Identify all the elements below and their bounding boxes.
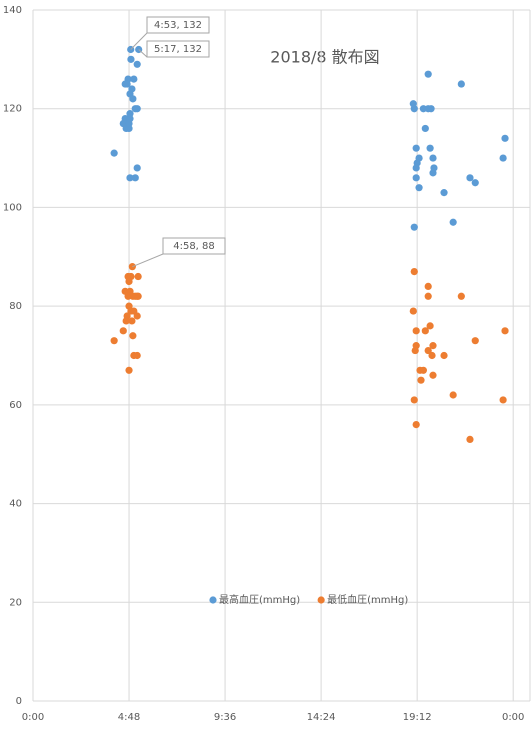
point (133, 351, 141, 360)
point (501, 134, 509, 142)
point (133, 312, 141, 320)
x-tick-label: 4:48 (118, 712, 140, 723)
point (424, 70, 432, 78)
annotation-leader (132, 253, 164, 268)
point (133, 105, 141, 113)
point (424, 282, 432, 290)
point (429, 154, 437, 162)
point (466, 435, 474, 444)
point (429, 169, 437, 177)
point (471, 337, 479, 345)
point (411, 346, 419, 355)
point (412, 421, 420, 429)
point (471, 179, 479, 187)
point (122, 317, 130, 325)
point (129, 332, 137, 340)
point (449, 391, 457, 399)
x-tick-label: 0:00 (502, 712, 524, 723)
legend-label: 最高血圧(mmHg) (219, 593, 300, 606)
point (128, 317, 136, 325)
point (412, 164, 420, 172)
point (412, 144, 420, 152)
point (410, 105, 418, 113)
y-tick-label: 80 (9, 301, 22, 312)
point (426, 322, 434, 330)
point (126, 174, 134, 182)
point (125, 366, 133, 374)
annotation-label: 5:17, 132 (154, 44, 202, 55)
point (126, 110, 134, 118)
point (429, 342, 437, 350)
point (424, 346, 432, 355)
point (457, 80, 465, 88)
y-tick-label: 40 (9, 499, 22, 510)
point (410, 223, 418, 231)
legend-label: 最低血圧(mmHg) (327, 593, 408, 606)
point (131, 174, 139, 182)
point (424, 292, 432, 300)
point (127, 55, 135, 63)
annotation-box (162, 237, 226, 255)
point (110, 337, 118, 345)
point (499, 154, 507, 162)
point (426, 144, 434, 152)
point (409, 307, 417, 315)
y-tick-label: 140 (3, 5, 22, 16)
annotation-box (146, 40, 210, 58)
point (440, 351, 448, 360)
point (133, 164, 141, 172)
point (501, 327, 509, 335)
point (130, 75, 138, 83)
point (128, 263, 136, 271)
legend-marker (209, 596, 217, 604)
y-tick-label: 120 (3, 104, 22, 115)
point (428, 351, 436, 360)
point (457, 292, 465, 300)
point (410, 396, 418, 404)
annotation-label: 4:58, 88 (173, 241, 215, 252)
point (449, 218, 457, 226)
point (419, 366, 427, 374)
point (417, 376, 425, 384)
legend-marker (317, 596, 325, 604)
chart-title: 2018/8 散布図 (270, 48, 379, 67)
point (415, 184, 423, 192)
y-tick-label: 100 (3, 202, 22, 213)
point (429, 371, 437, 379)
point (134, 272, 142, 281)
y-tick-label: 20 (9, 597, 22, 608)
point (412, 327, 420, 335)
y-tick-label: 0 (16, 696, 22, 707)
point (440, 189, 448, 197)
annotation-box (146, 16, 210, 34)
y-tick-label: 60 (9, 400, 22, 411)
point (133, 60, 141, 68)
x-tick-label: 14:24 (307, 712, 336, 723)
point (421, 327, 429, 335)
point (421, 124, 429, 133)
point (499, 396, 507, 404)
x-tick-label: 19:12 (403, 712, 432, 723)
x-tick-label: 0:00 (22, 712, 44, 723)
point (466, 174, 474, 182)
x-tick-label: 9:36 (214, 712, 236, 723)
point (410, 267, 418, 276)
point (119, 327, 127, 335)
point (121, 80, 129, 88)
annotation-leader (138, 49, 148, 58)
point (125, 277, 133, 286)
point (110, 149, 118, 157)
point (129, 95, 137, 103)
point (125, 124, 133, 133)
point (133, 292, 141, 300)
annotation-label: 4:53, 132 (154, 20, 202, 31)
point (424, 105, 432, 113)
annotation-leader (130, 32, 148, 50)
point (412, 174, 420, 182)
